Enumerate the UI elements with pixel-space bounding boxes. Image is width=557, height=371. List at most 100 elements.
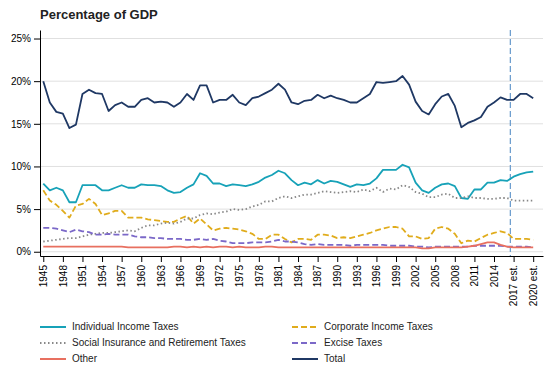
x-tick-mark [259,256,260,262]
x-tick-label: 2011 [469,265,480,287]
x-tick-label: 2005 [430,265,441,288]
x-tick: 2014 [489,256,500,287]
x-tick: 1981 [273,256,284,287]
x-tick-label: 1966 [175,265,186,288]
y-tick-label: 15% [11,119,31,130]
x-tick-label: 1954 [97,265,108,288]
legend-item: Other [40,353,98,364]
legend-label: Excise Taxes [324,337,382,348]
reference-line [510,30,511,256]
x-tick-mark [82,256,83,262]
x-tick-mark [494,256,495,262]
x-tick: 1975 [234,256,245,287]
y-tick-mark [34,81,40,82]
y-axis: 0% 5% 10% 15% 20% 25% [11,31,41,258]
x-tick: 1951 [77,256,88,287]
x-tick-mark [102,256,103,262]
legend-item: Excise Taxes [292,337,382,348]
x-tick-mark [200,256,201,262]
y-tick: 10% [11,161,40,172]
x-tick-label: 1975 [234,265,245,288]
x-tick-label: 1957 [116,265,127,288]
x-tick-label: 1951 [77,265,88,288]
x-tick-mark [533,256,534,262]
x-tick-label: 1972 [214,265,225,288]
x-tick: 1993 [352,256,363,287]
legend-swatch [40,342,66,344]
x-tick-mark [514,256,515,262]
x-tick-mark [220,256,221,262]
grid [40,39,543,252]
y-tick-mark [34,166,40,167]
grid-line [40,251,543,252]
legend-item: Corporate Income Taxes [292,321,433,332]
legend-swatch [292,358,318,360]
y-tick: 20% [11,76,40,87]
legend-label: Individual Income Taxes [72,321,179,332]
x-tick-label: 1960 [136,265,147,288]
y-tick-label: 20% [11,76,31,87]
x-tick: 2008 [450,256,461,287]
y-tick-mark [34,209,40,210]
x-tick: 1945 [38,256,49,287]
x-tick: 1966 [175,256,186,287]
x-tick: 1978 [254,256,265,287]
x-tick-mark [396,256,397,262]
y-tick: 15% [11,119,40,130]
y-tick-label: 5% [17,204,32,215]
grid-line [40,38,543,39]
legend-swatch [40,358,66,360]
x-tick-mark [455,256,456,262]
legend: Individual Income Taxes Corporate Income … [40,321,433,364]
x-tick: 1984 [293,256,304,287]
x-tick-label: 1978 [254,265,265,288]
x-tick-label: 2008 [450,265,461,288]
x-tick: 2017 est. [508,256,519,306]
x-tick-mark [63,256,64,262]
grid-line [40,81,543,82]
x-tick-label: 1999 [391,265,402,288]
y-tick-mark [34,124,40,125]
y-tick-mark [34,252,40,253]
x-axis-line [41,256,544,257]
x-tick-mark [416,256,417,262]
x-tick: 2020 est. [528,256,539,306]
x-tick: 1990 [332,256,343,287]
chart: 0% 5% 10% 15% 20% 25% 1945 1948 1951 1954 1957 1960… [0,0,557,371]
title: Percentage of GDP [40,7,158,22]
y-tick: 25% [11,33,40,44]
grid-line [40,209,543,210]
x-tick-label: 1945 [38,265,49,288]
x-tick-label: 1990 [332,265,343,288]
x-tick: 1987 [312,256,323,287]
grid-line [40,166,543,167]
x-tick-label: 1948 [58,265,69,288]
legend-swatch [292,342,318,344]
x-tick-label: 1984 [293,265,304,288]
x-tick: 1963 [156,256,167,287]
legend-item: Individual Income Taxes [40,321,179,332]
x-tick-mark [357,256,358,262]
legend-label: Social Insurance and Retirement Taxes [72,337,246,348]
legend-label: Total [324,353,345,364]
x-tick-mark [474,256,475,262]
y-tick-label: 25% [11,33,31,44]
y-tick: 0% [17,246,40,257]
x-tick-mark [43,256,44,262]
x-tick: 1999 [391,256,402,287]
x-tick: 1948 [58,256,69,287]
x-tick-mark [278,256,279,262]
x-tick-label: 1996 [371,265,382,288]
x-tick-mark [161,256,162,262]
x-tick: 1969 [195,256,206,287]
series-line [43,76,533,128]
y-tick-mark [34,39,40,40]
x-tick-mark [376,256,377,262]
y-tick: 5% [17,204,40,215]
y-tick-label: 0% [17,246,32,257]
x-tick-label: 1969 [195,265,206,288]
x-tick-mark [318,256,319,262]
x-tick-mark [141,256,142,262]
legend-swatch [292,326,318,328]
legend-label: Other [72,353,98,364]
